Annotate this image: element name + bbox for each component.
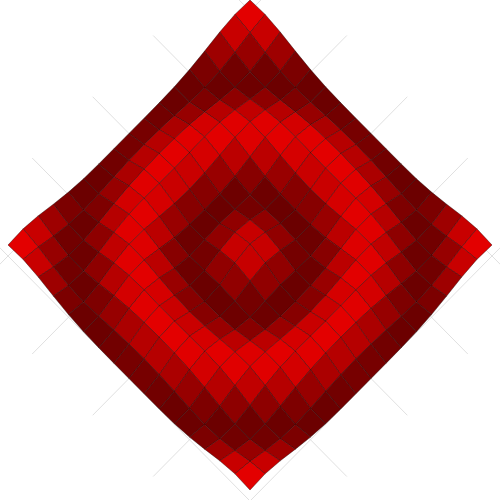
grid-line [32, 36, 347, 355]
grid-line [0, 0, 286, 293]
grid-line [93, 97, 408, 416]
grid-line [214, 0, 500, 293]
grid-line [153, 158, 468, 477]
surface-cell [235, 461, 265, 490]
grid-line [93, 97, 408, 416]
grid [0, 0, 500, 500]
surface [8, 0, 492, 490]
chart [0, 0, 500, 500]
grid-line [0, 219, 286, 500]
grid-line [214, 219, 500, 500]
grid-line [32, 158, 347, 477]
grid-line [153, 36, 468, 355]
